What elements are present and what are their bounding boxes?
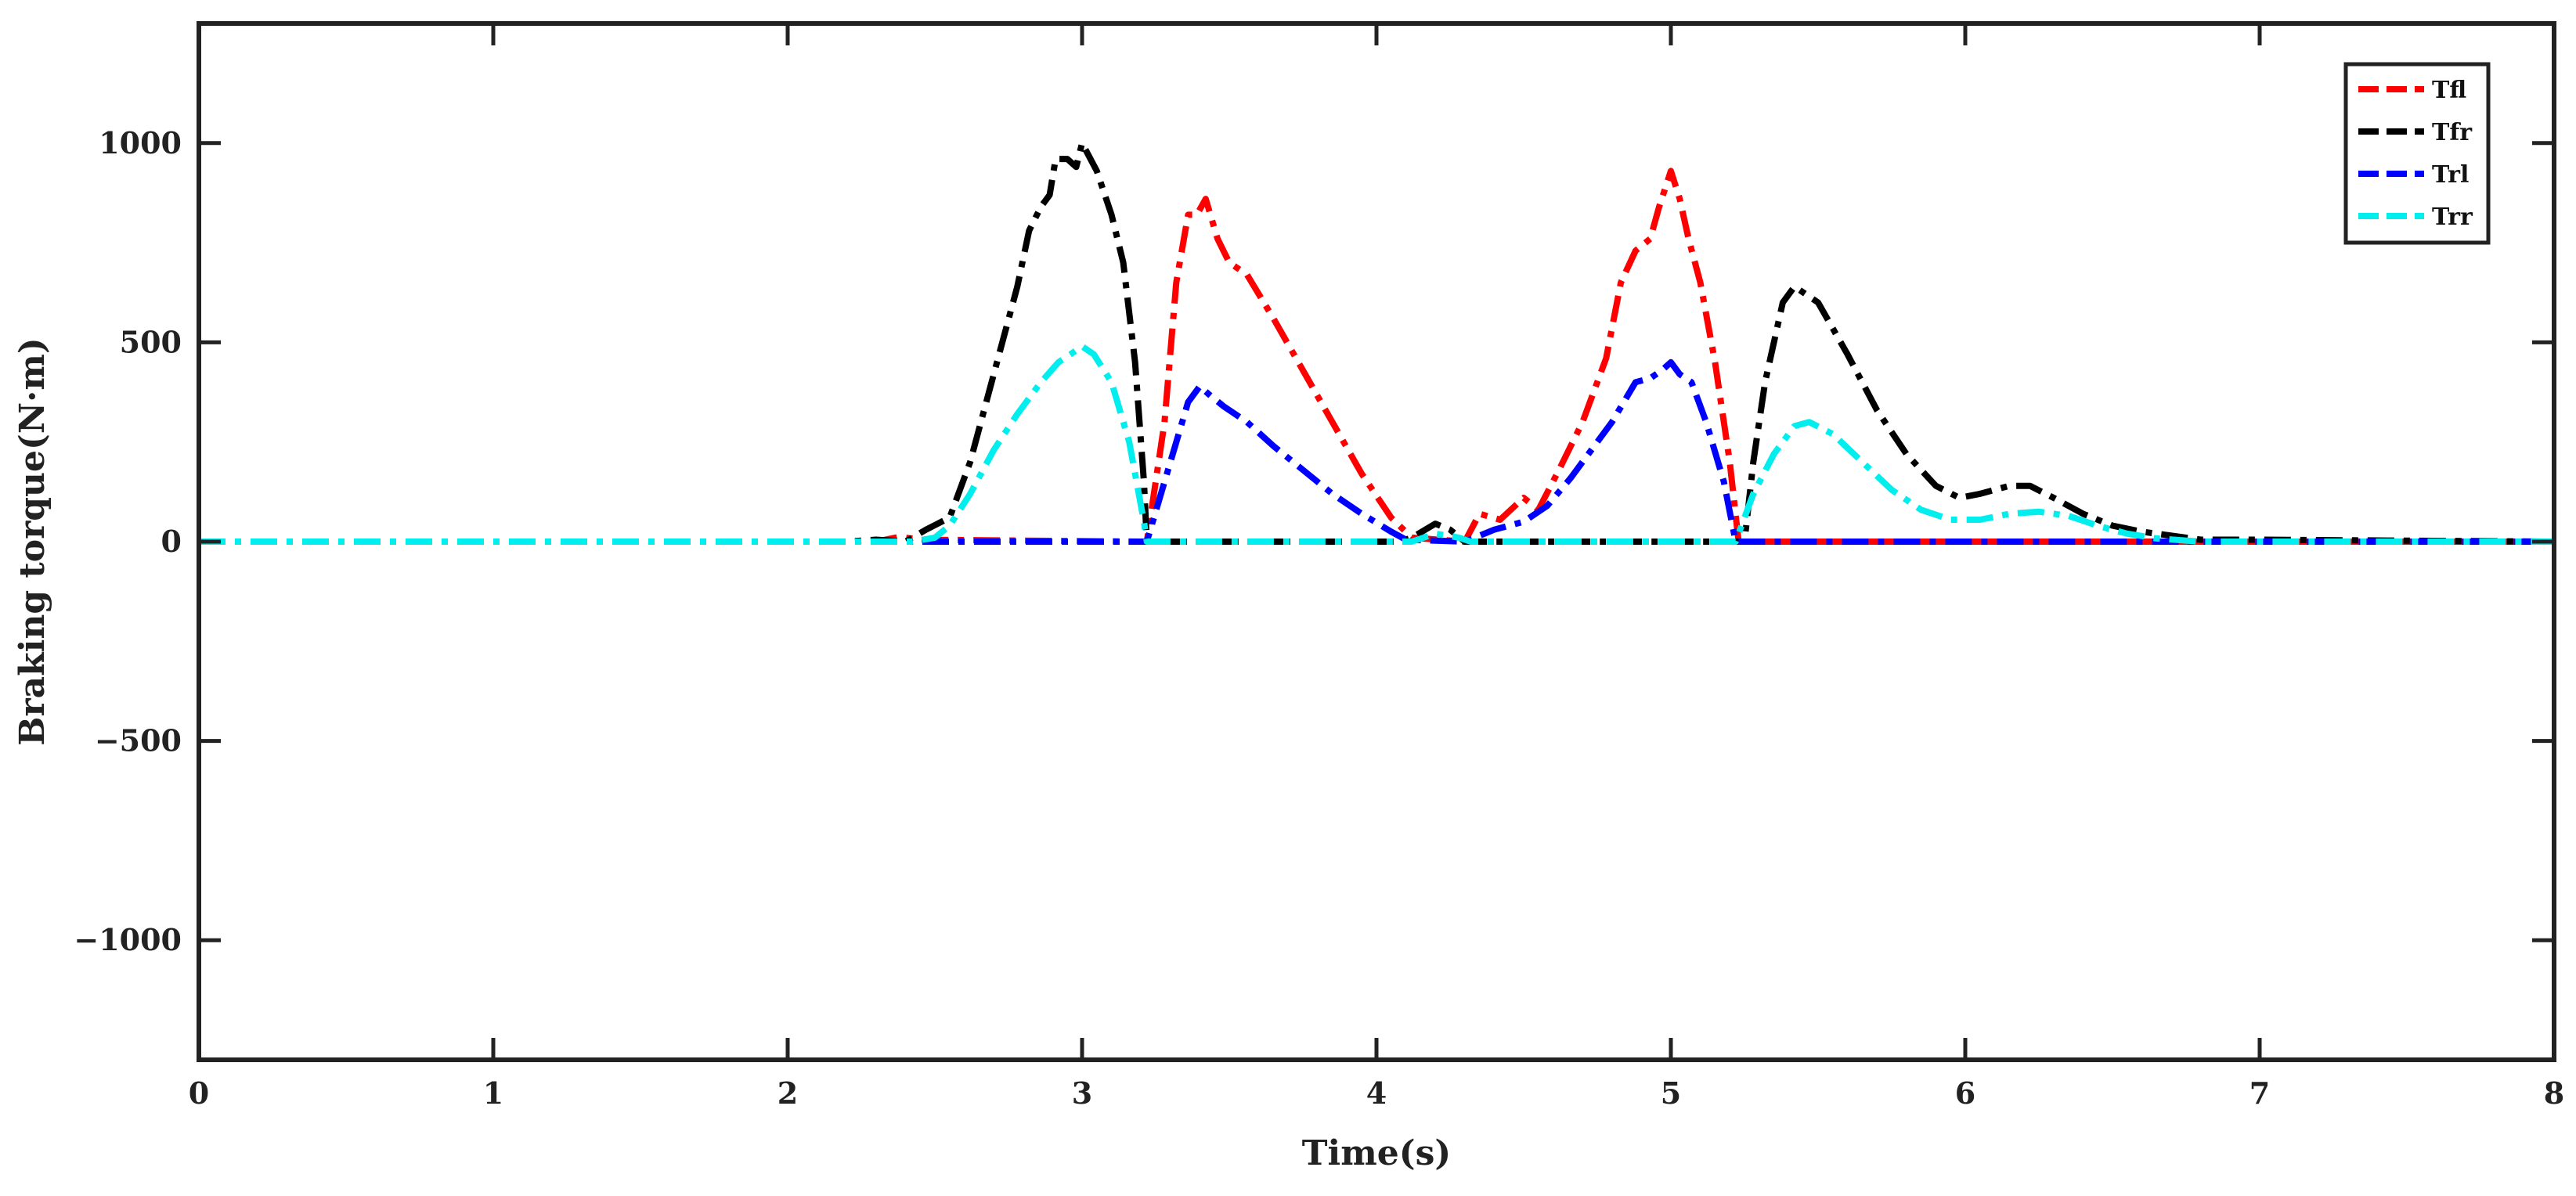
x-axis-title: Time(s)	[1302, 1133, 1451, 1173]
x-tick-label: 3	[1072, 1075, 1092, 1111]
x-tick-label: 4	[1366, 1075, 1387, 1111]
legend: Tfl Tfr Trl Trr	[2343, 62, 2491, 245]
series-layer	[199, 139, 2555, 545]
x-tick-label: 0	[189, 1075, 209, 1111]
y-tick-label: −1000	[74, 922, 182, 957]
legend-label-trr: Trr	[2432, 204, 2473, 231]
y-axis-title: Braking torque(N·m)	[13, 337, 52, 746]
series-line-tfl	[199, 168, 2554, 545]
y-tick-label: 500	[120, 324, 182, 359]
x-tick-label: 8	[2544, 1075, 2564, 1111]
legend-label-tfl: Tfl	[2432, 77, 2466, 104]
y-tick-label: 1000	[99, 125, 182, 160]
plot-frame	[197, 21, 2556, 1062]
x-tick-label: 5	[1661, 1075, 1681, 1111]
legend-label-tfr: Tfr	[2432, 119, 2473, 146]
x-tick-label: 1	[483, 1075, 503, 1111]
x-tick-label: 2	[777, 1075, 798, 1111]
y-tick-label: −500	[95, 723, 182, 758]
ticks-layer: 0 1 2 3 4 5 6 7 8 −1000 −500 0 500 1000	[74, 23, 2564, 1111]
x-tick-label: 7	[2249, 1075, 2270, 1111]
series-line-trr	[199, 343, 2554, 545]
legend-label-trl: Trl	[2432, 161, 2469, 189]
y-tick-label: 0	[161, 524, 182, 559]
series-line-trl	[199, 358, 2554, 545]
series-line-tfr	[199, 139, 2555, 545]
x-tick-label: 6	[1955, 1075, 1975, 1111]
